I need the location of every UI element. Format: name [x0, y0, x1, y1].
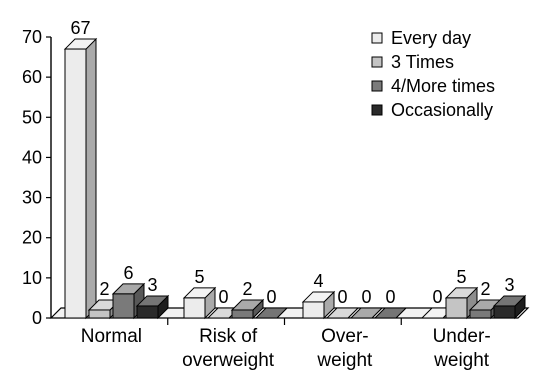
- legend-label: Occasionally: [391, 100, 493, 120]
- bar-front: [302, 301, 325, 319]
- bar: [254, 307, 289, 319]
- legend-label: 3 Times: [391, 52, 454, 72]
- data-label: 5: [456, 267, 466, 287]
- bar: [301, 290, 336, 320]
- x-tick-label: Risk of: [199, 326, 258, 347]
- bar: [63, 37, 98, 320]
- bar-front: [64, 48, 87, 319]
- category-label-layer: Normal Risk of overweight Over-weight Under-…: [81, 326, 491, 371]
- legend-item: Every day: [371, 28, 471, 48]
- y-tick-label: 60: [22, 67, 42, 87]
- x-tick-label: weight: [433, 350, 490, 371]
- data-label: 6: [123, 263, 133, 283]
- data-label: 0: [361, 287, 371, 307]
- x-tick-label: Over-: [321, 326, 369, 347]
- bar-layer: [63, 37, 527, 320]
- bar: [230, 298, 265, 320]
- data-label: 3: [147, 275, 157, 295]
- bar-front: [136, 305, 159, 319]
- bar-front: [231, 309, 254, 319]
- legend-label: 4/More times: [391, 76, 495, 96]
- x-tick-label: Under-: [433, 326, 491, 347]
- bar: [349, 307, 384, 319]
- bar-front: [88, 309, 111, 319]
- data-label: 67: [70, 18, 90, 38]
- legend-label: Every day: [391, 28, 471, 48]
- data-label: 0: [266, 287, 276, 307]
- data-label: 2: [99, 279, 109, 299]
- bar-front: [469, 309, 492, 319]
- y-tick-label: 50: [22, 107, 42, 127]
- data-label: 0: [385, 287, 395, 307]
- bar: [135, 294, 170, 320]
- bar-front: [112, 293, 135, 319]
- bar-front: [183, 297, 206, 319]
- legend-item: 3 Times: [371, 52, 454, 72]
- y-tick-label: 0: [32, 308, 42, 328]
- data-label: 0: [337, 287, 347, 307]
- bar-top: [373, 307, 408, 319]
- x-tick-label: weight: [316, 350, 373, 371]
- legend: Every day 3 Times 4/More times Occasionally: [371, 28, 495, 120]
- legend-item: 4/More times: [371, 76, 495, 96]
- data-label: 2: [480, 279, 490, 299]
- data-label: 4: [313, 271, 323, 291]
- data-label: 0: [432, 287, 442, 307]
- bar-front: [445, 297, 468, 319]
- bar: [492, 294, 527, 320]
- bar-top: [254, 307, 289, 319]
- y-tick-label: 70: [22, 27, 42, 47]
- x-tick-label: Normal: [81, 326, 142, 347]
- y-tick-label: 30: [22, 188, 42, 208]
- x-tick-label: overweight: [182, 350, 275, 371]
- bar: [182, 286, 217, 320]
- bar-side: [85, 37, 97, 320]
- data-label: 0: [218, 287, 228, 307]
- legend-item: Occasionally: [371, 100, 493, 120]
- legend-swatch: [371, 80, 383, 92]
- y-tick-label: 20: [22, 228, 42, 248]
- bar-top: [349, 307, 384, 319]
- bar-top: [325, 307, 360, 319]
- bar: [373, 307, 408, 319]
- bar-front: [493, 305, 516, 319]
- bar: [325, 307, 360, 319]
- y-tick-label: 10: [22, 268, 42, 288]
- legend-swatch: [371, 104, 383, 116]
- legend-swatch: [371, 56, 383, 68]
- data-label: 2: [242, 279, 252, 299]
- legend-swatch: [371, 32, 383, 44]
- data-label: 3: [504, 275, 514, 295]
- data-label: 5: [194, 267, 204, 287]
- y-tick-label: 40: [22, 147, 42, 167]
